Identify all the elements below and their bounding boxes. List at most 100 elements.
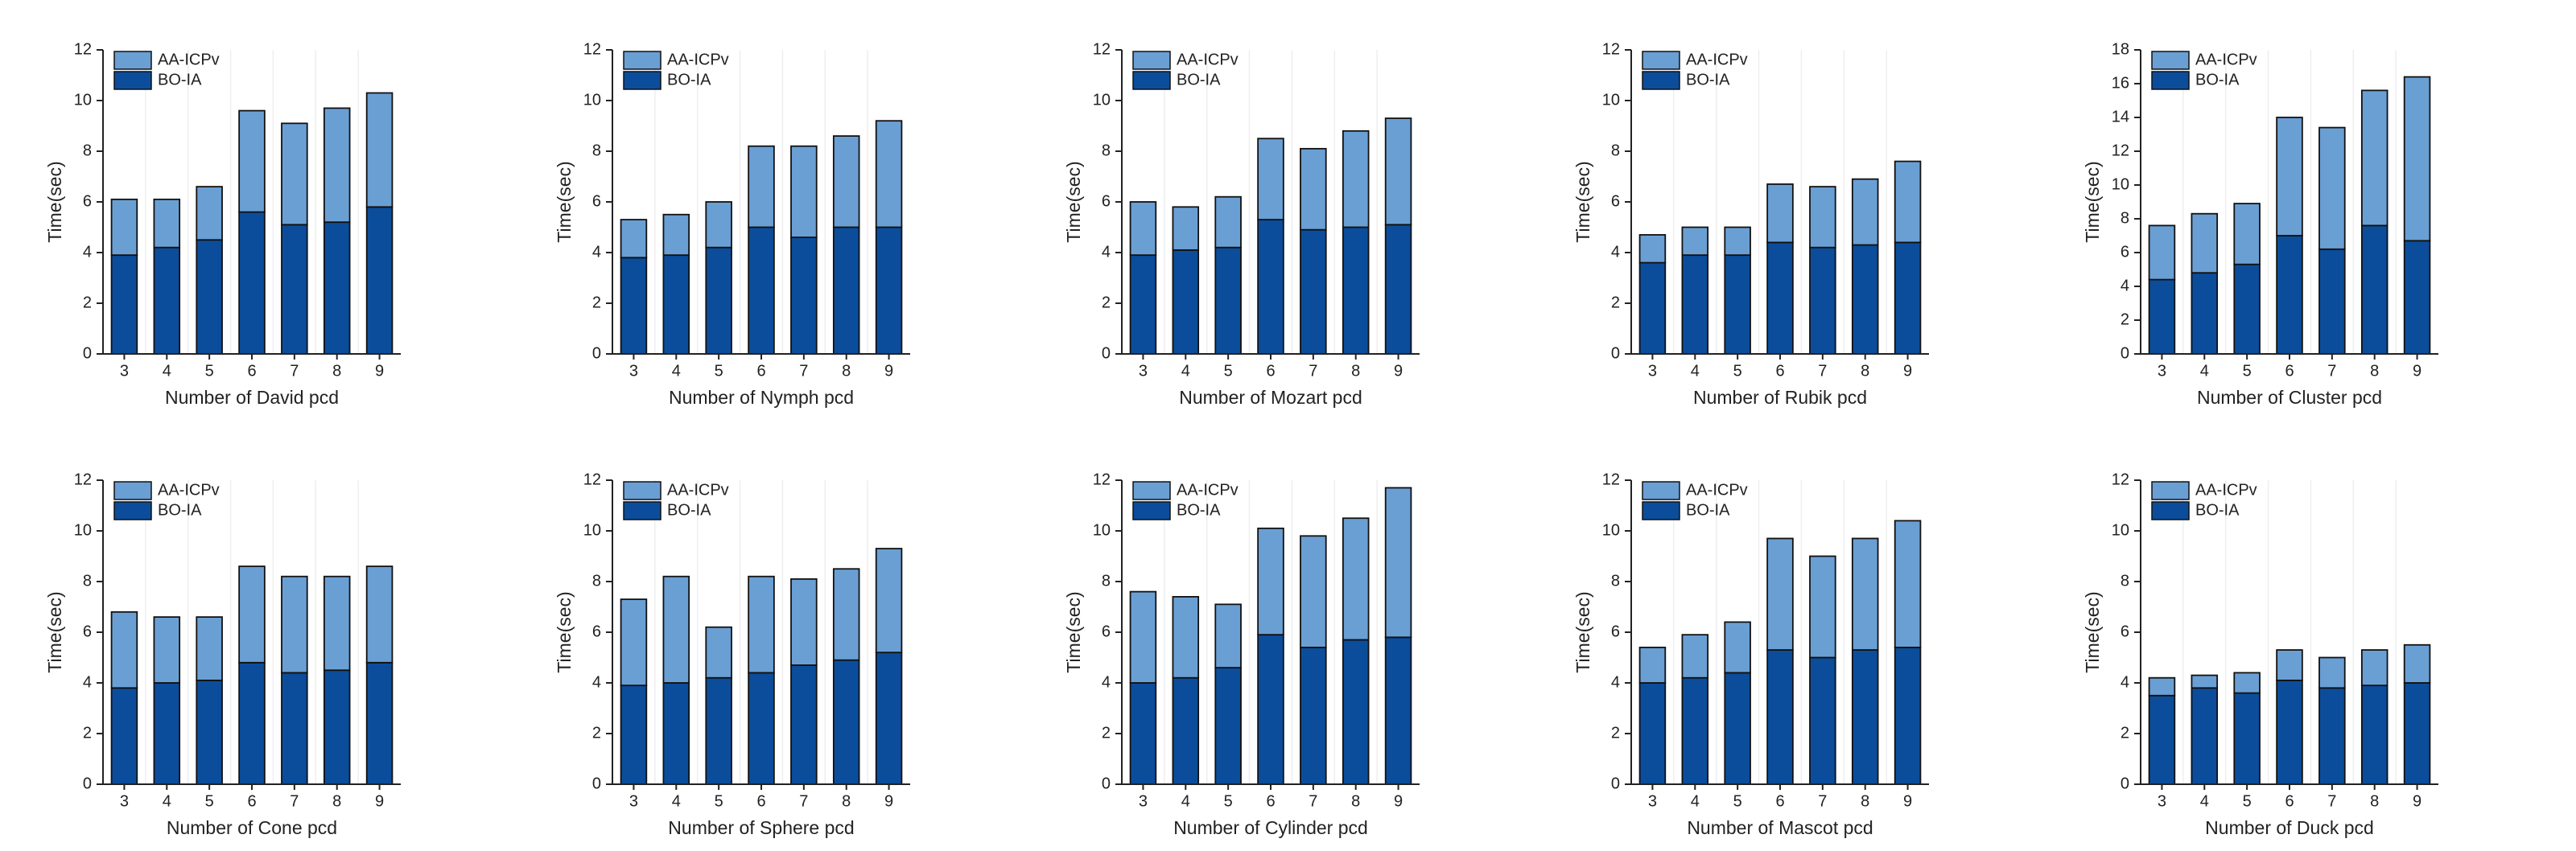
x-tick-label: 5 (1224, 792, 1233, 810)
bar-segment (875, 120, 903, 228)
x-tick-label: 9 (884, 792, 893, 810)
x-tick-label: 8 (1861, 362, 1869, 380)
bar-segment (1724, 254, 1751, 355)
bar-segment (196, 679, 223, 785)
bar-segment (238, 661, 266, 785)
bar-segment (1638, 647, 1667, 684)
y-tick-label: 2 (1611, 294, 1620, 311)
x-tick-label: 9 (1394, 362, 1403, 380)
x-tick-label: 9 (2413, 362, 2421, 380)
bar-segment (1172, 596, 1200, 679)
bar-segment (323, 575, 351, 672)
y-tick-label: 0 (1611, 775, 1620, 792)
bar-segment (2148, 676, 2176, 697)
bar-segment (1851, 244, 1879, 355)
bar-segment (1681, 254, 1709, 355)
x-tick-label: 8 (2370, 792, 2379, 810)
bar-segment (2360, 649, 2388, 687)
bar-segment (620, 684, 648, 785)
panel: 0 2 4 6 8 10 12 14 16 18 3 4 5 6 7 8 9 Number of Cluster … (2082, 40, 2438, 408)
x-tick-label: 8 (332, 792, 341, 810)
bar-segment (1681, 226, 1709, 257)
bar-segment (832, 135, 860, 228)
x-tick-label: 6 (1266, 792, 1275, 810)
bar-segment (1384, 117, 1412, 226)
x-tick-label: 5 (2243, 362, 2252, 380)
bar-segment (2191, 212, 2219, 274)
y-tick-label: 8 (1102, 142, 1111, 159)
x-tick-label: 8 (2370, 362, 2379, 380)
y-tick-label: 10 (2112, 521, 2129, 539)
y-tick-label: 12 (2112, 471, 2129, 488)
bar-segment (832, 226, 860, 355)
legend-label: AA-ICPv (667, 481, 729, 499)
bar-segment (1300, 147, 1327, 231)
panel: 0 2 4 6 8 10 12 3 4 5 6 7 8 9 Number of David pcd Time(… (44, 40, 401, 408)
y-tick-label: 6 (2121, 623, 2129, 640)
bar-segment (748, 672, 775, 785)
bar-segment (281, 672, 308, 785)
panel: 0 2 4 6 8 10 12 3 4 5 6 7 8 9 Number of Nymph pcd Time(… (554, 40, 910, 408)
x-tick-label: 7 (2327, 362, 2336, 380)
x-tick-label: 8 (1861, 792, 1869, 810)
bar-segment (2148, 278, 2176, 355)
y-tick-label: 18 (2112, 40, 2129, 58)
bar-segment (1894, 241, 1922, 355)
y-tick-label: 2 (592, 294, 601, 311)
bar-segment (238, 211, 266, 355)
bar-segment (365, 206, 394, 355)
x-tick-label: 9 (2413, 792, 2421, 810)
bar-segment (1638, 234, 1667, 264)
y-tick-label: 12 (1602, 471, 1620, 488)
bar-segment (1766, 241, 1794, 355)
bar-segment (705, 201, 732, 249)
bar-segment (1851, 649, 1879, 785)
bar-segment (1681, 634, 1709, 679)
legend-swatch (1132, 51, 1171, 70)
bar-segment (790, 236, 818, 355)
x-axis-title: Number of Cylinder pcd (1173, 817, 1368, 838)
x-axis-title: Number of David pcd (165, 387, 339, 408)
bar-segment (2276, 117, 2303, 236)
bar-segment (153, 198, 181, 249)
y-tick-label: 10 (1602, 521, 1620, 539)
x-axis-title: Number of Nymph pcd (669, 387, 854, 408)
bar-segment (705, 626, 732, 679)
legend-swatch (113, 481, 152, 500)
y-tick-label: 2 (2121, 724, 2129, 742)
x-tick-label: 6 (247, 362, 256, 380)
bar-segment (2360, 224, 2388, 355)
bar-segment (1129, 590, 1157, 684)
y-tick-label: 10 (1093, 91, 1111, 109)
bar-segment (2318, 248, 2346, 355)
x-tick-label: 7 (1818, 362, 1827, 380)
x-tick-label: 8 (842, 792, 851, 810)
y-tick-label: 8 (2121, 572, 2129, 590)
legend-swatch (1132, 481, 1171, 500)
bar-segment (1894, 520, 1922, 648)
legend-swatch (2151, 481, 2190, 500)
legend-label: AA-ICPv (1686, 481, 1748, 499)
x-tick-label: 9 (1903, 792, 1912, 810)
bar-segment (281, 575, 308, 674)
bar-segment (1766, 537, 1794, 651)
y-tick-label: 0 (592, 344, 601, 362)
bar-segment (153, 246, 181, 355)
x-tick-label: 3 (629, 792, 638, 810)
bar-segment (832, 568, 860, 661)
x-tick-label: 9 (884, 362, 893, 380)
y-tick-label: 2 (83, 294, 92, 311)
bar-segment (1257, 219, 1284, 355)
bar-segment (1342, 130, 1370, 228)
x-tick-label: 3 (2158, 362, 2166, 380)
panel: 0 2 4 6 8 10 12 3 4 5 6 7 8 9 Number of Sphere pcd Time… (554, 471, 910, 838)
bar-segment (2233, 263, 2261, 355)
bar-segment (196, 186, 223, 241)
x-tick-label: 5 (715, 792, 723, 810)
bar-segment (2276, 235, 2303, 355)
x-tick-label: 5 (1733, 792, 1742, 810)
bar-segment (2318, 687, 2346, 785)
bar-segment (790, 578, 818, 666)
bar-segment (705, 676, 732, 785)
